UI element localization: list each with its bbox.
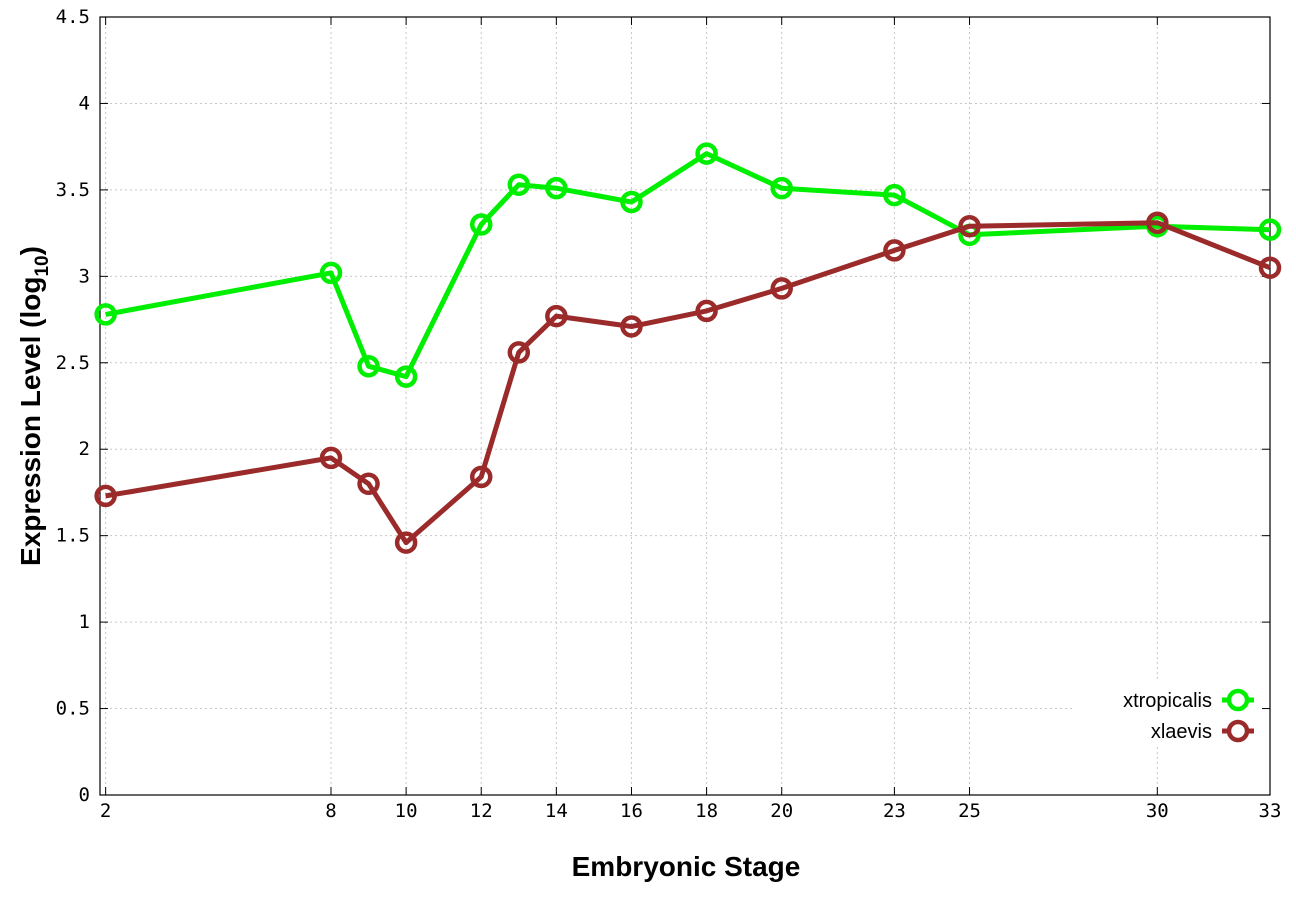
series-xtropicalis — [94, 142, 1282, 388]
legend-label: xtropicalis — [1123, 690, 1212, 712]
y-tick-label: 0.5 — [56, 698, 90, 720]
axis-ticks — [100, 16, 1271, 796]
data-point — [469, 213, 493, 236]
data-point — [620, 190, 643, 214]
data-point — [1258, 256, 1282, 279]
data-point — [394, 531, 418, 554]
data-point — [883, 239, 906, 262]
data-point — [507, 173, 531, 196]
x-tick-label: 16 — [620, 800, 643, 822]
y-tick-label: 3.5 — [56, 179, 90, 201]
data-point — [770, 277, 793, 300]
x-tick-label: 20 — [770, 800, 793, 822]
grid-lines — [100, 17, 1270, 795]
legend-marker — [1226, 688, 1250, 712]
x-tick-label: 12 — [470, 800, 493, 822]
legend-item: xtropicalis — [1123, 688, 1254, 712]
data-point — [357, 354, 380, 378]
legend-marker — [1226, 719, 1250, 743]
x-tick-label: 30 — [1146, 800, 1169, 822]
x-tick-label: 14 — [545, 800, 568, 822]
data-point — [620, 315, 643, 338]
data-point — [695, 299, 718, 323]
x-tick-label: 2 — [100, 800, 111, 822]
data-point — [357, 472, 380, 496]
y-axis-title-subscript: 10 — [32, 255, 53, 276]
data-point — [94, 484, 117, 508]
y-tick-label: 4 — [79, 92, 90, 114]
x-tick-label: 25 — [958, 800, 981, 822]
data-point — [1146, 211, 1169, 234]
data-point — [883, 183, 906, 207]
data-point — [545, 304, 568, 328]
series-xlaevis — [94, 211, 1282, 554]
data-point — [94, 303, 117, 326]
y-tick-label: 3 — [79, 265, 90, 287]
x-tick-label: 10 — [395, 800, 418, 822]
data-point — [1258, 218, 1282, 241]
x-tick-label: 23 — [883, 800, 906, 822]
data-point — [507, 341, 531, 364]
data-point — [958, 214, 981, 238]
legend-item: xlaevis — [1151, 719, 1254, 743]
series-line — [105, 220, 1271, 546]
y-tick-label: 2.5 — [56, 352, 90, 374]
data-point — [469, 465, 493, 489]
data-point — [770, 176, 793, 200]
data-point — [545, 176, 568, 200]
data-point — [319, 261, 343, 285]
y-tick-label: 1 — [79, 611, 90, 633]
data-point — [695, 142, 718, 165]
y-tick-labels: 0 0.5 1 1.5 2 2.5 3 3.5 4 4.5 — [56, 6, 90, 806]
y-tick-label: 0 — [79, 784, 90, 806]
x-tick-label: 8 — [325, 800, 336, 822]
data-point — [319, 446, 343, 470]
series-lines — [94, 142, 1282, 554]
x-tick-label: 18 — [695, 800, 718, 822]
x-tick-labels: 2 8 10 12 14 16 18 20 23 25 30 33 — [100, 800, 1282, 822]
y-tick-label: 1.5 — [56, 525, 90, 547]
y-tick-label: 2 — [79, 438, 90, 460]
legend-label: xlaevis — [1151, 721, 1212, 743]
y-axis-title: Expression Level (log10) — [15, 246, 53, 566]
legend: xtropicalis xlaevis — [1072, 682, 1262, 746]
x-tick-label: 33 — [1259, 800, 1282, 822]
series-line — [105, 151, 1271, 380]
data-point — [394, 365, 418, 388]
y-tick-label: 4.5 — [56, 6, 90, 28]
plot-frame — [99, 16, 1271, 796]
x-axis-title: Embryonic Stage — [572, 851, 801, 882]
